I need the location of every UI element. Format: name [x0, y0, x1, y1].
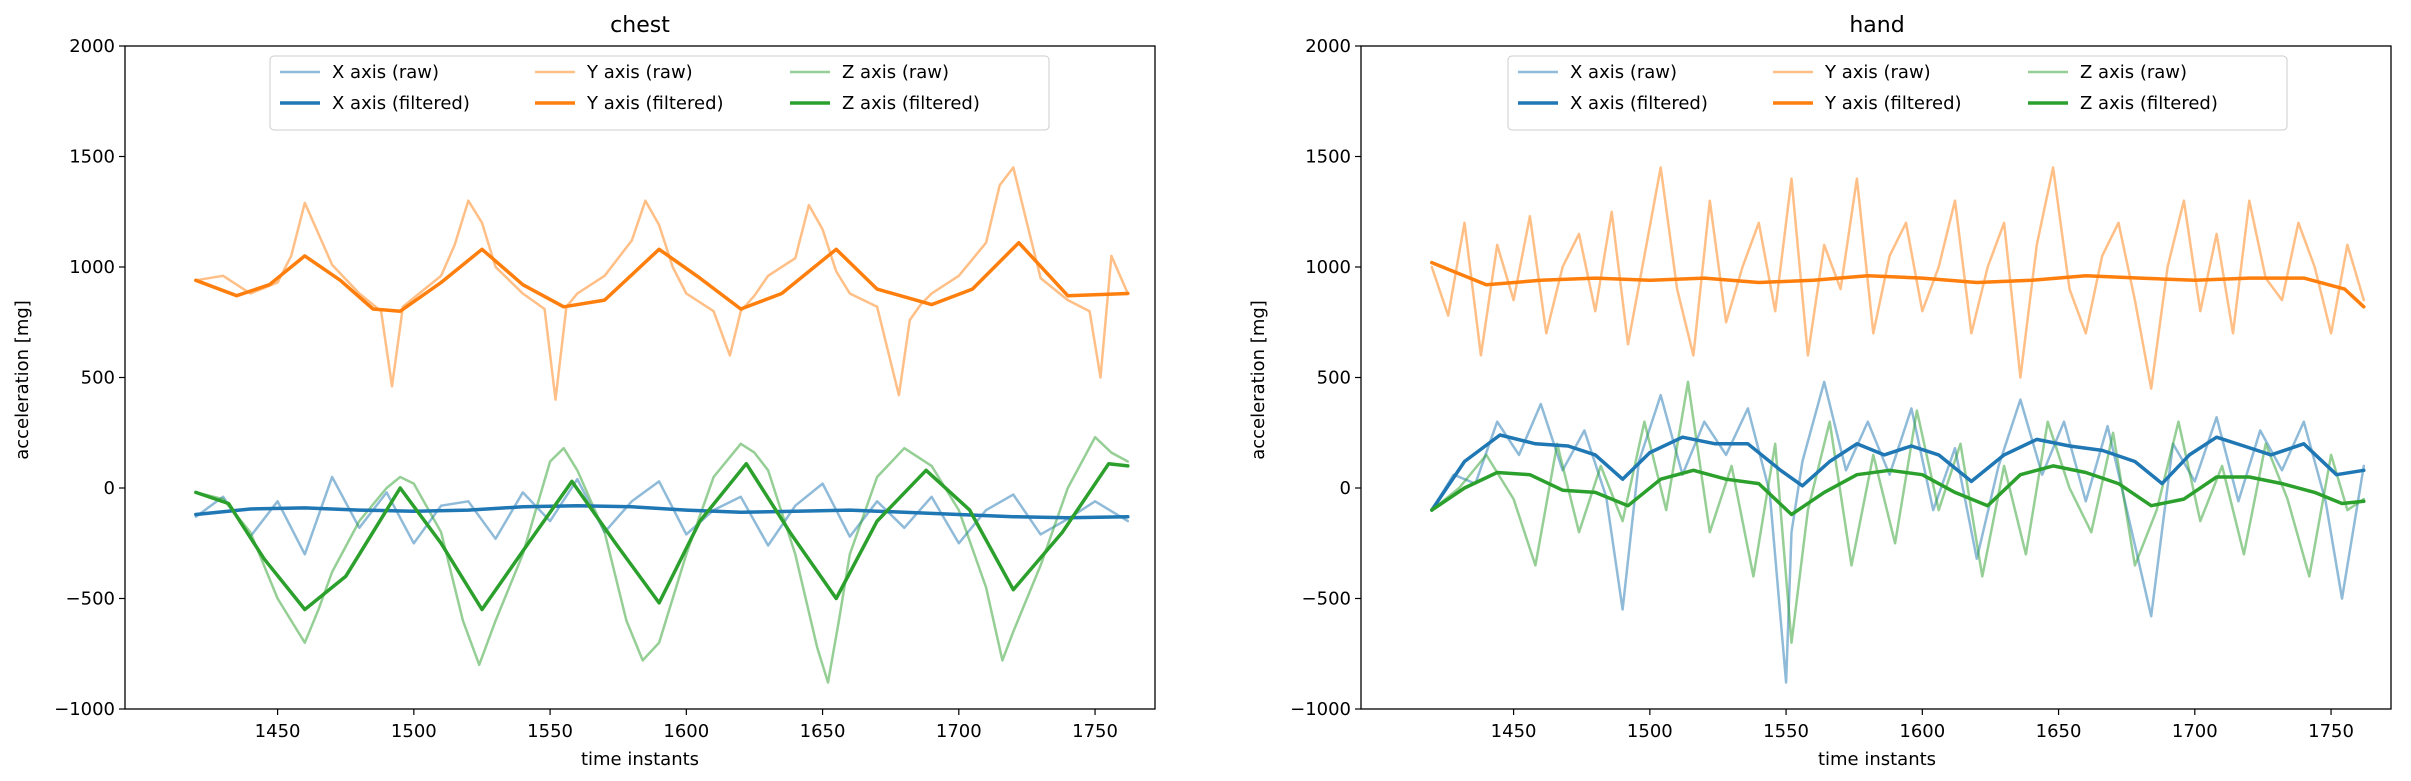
legend-item: Z axis (raw)	[2028, 62, 2187, 83]
legend-item: X axis (filtered)	[280, 93, 470, 114]
series-line-x-axis-filtered	[1430, 433, 2366, 512]
x-axis-label: time instants	[1818, 749, 1936, 770]
y-tick-label: 1500	[69, 147, 115, 168]
y-tick-label: 0	[1340, 478, 1351, 499]
legend-label: Y axis (raw)	[1824, 62, 1931, 83]
y-tick-label: −500	[66, 589, 115, 610]
series-line-x-axis-filtered	[194, 503, 1130, 520]
x-tick-label: 1650	[800, 721, 846, 742]
chart-title: hand	[1849, 13, 1904, 38]
legend-item: Z axis (raw)	[790, 62, 949, 83]
legend-label: Z axis (raw)	[842, 62, 949, 83]
x-tick-label: 1550	[1763, 721, 1809, 742]
hand-panel: hand acceleration [mg] time instants 145…	[1248, 13, 2392, 770]
series-line-z-axis-filtered	[194, 461, 1130, 612]
y-tick-label: 0	[104, 478, 115, 499]
series-line-x-axis-raw	[1430, 380, 2366, 684]
legend-label: X axis (raw)	[332, 62, 439, 83]
x-tick-label: 1600	[1899, 721, 1945, 742]
chart-title: chest	[610, 13, 670, 38]
series-layer	[1430, 166, 2366, 684]
series-line-y-axis-filtered	[1430, 260, 2366, 309]
y-tick-label: 2000	[69, 36, 115, 57]
legend: X axis (raw) Y axis (raw) Z axis (raw) X ax…	[269, 55, 1050, 131]
series-line-z-axis-raw	[1430, 380, 2366, 644]
legend-item: Y axis (raw)	[535, 62, 693, 83]
legend-label: X axis (filtered)	[332, 93, 470, 114]
legend-label: Z axis (raw)	[2080, 62, 2187, 83]
x-tick-label: 1450	[1491, 721, 1537, 742]
y-tick-label: −1000	[54, 699, 115, 720]
series-line-z-axis-filtered	[1430, 464, 2366, 517]
y-tick-label: 1500	[1305, 147, 1351, 168]
x-tick-label: 1700	[2172, 721, 2218, 742]
x-tick-label: 1650	[2036, 721, 2082, 742]
legend-item: Y axis (filtered)	[1773, 93, 1962, 114]
plot-area: 1450 1500 1550 1600 1650 1700 1750 −1000 −500 0 50…	[1290, 36, 2392, 742]
legend-box	[1507, 55, 2288, 131]
x-axis-label: time instants	[581, 749, 699, 770]
x-tick-label: 1700	[936, 721, 982, 742]
x-tick-label: 1450	[255, 721, 301, 742]
legend-label: Y axis (filtered)	[1824, 93, 1962, 114]
legend-label: X axis (filtered)	[1570, 93, 1708, 114]
legend-item: X axis (raw)	[280, 62, 439, 83]
y-tick-label: 1000	[69, 257, 115, 278]
y-tick-label: 1000	[1305, 257, 1351, 278]
x-tick-label: 1750	[2308, 721, 2354, 742]
legend-label: Y axis (filtered)	[586, 93, 724, 114]
y-tick-label: 2000	[1305, 36, 1351, 57]
legend-label: X axis (raw)	[1570, 62, 1677, 83]
y-tick-label: −1000	[1290, 699, 1351, 720]
y-tick-label: −500	[1302, 589, 1351, 610]
series-line-z-axis-raw	[194, 435, 1130, 684]
y-tick-label: 500	[1317, 368, 1351, 389]
legend-item: Z axis (filtered)	[790, 93, 980, 114]
chest-panel: chest acceleration [mg] time instants 14…	[12, 13, 1156, 770]
legend-label: Z axis (filtered)	[842, 93, 980, 114]
plot-area: 1450 1500 1550 1600 1650 1700 1750 −1000 −500 0 50…	[54, 36, 1156, 742]
x-tick-label: 1500	[1627, 721, 1673, 742]
x-tick-label: 1500	[391, 721, 437, 742]
legend-label: Y axis (raw)	[586, 62, 693, 83]
y-axis-label: acceleration [mg]	[12, 300, 33, 460]
legend-box	[269, 55, 1050, 131]
legend-label: Z axis (filtered)	[2080, 93, 2218, 114]
x-tick-label: 1550	[527, 721, 573, 742]
legend: X axis (raw) Y axis (raw) Z axis (raw) X ax…	[1507, 55, 2288, 131]
y-tick-label: 500	[81, 368, 115, 389]
legend-item: X axis (filtered)	[1518, 93, 1708, 114]
x-tick-label: 1600	[663, 721, 709, 742]
y-axis-label: acceleration [mg]	[1248, 300, 1269, 460]
legend-item: Y axis (raw)	[1773, 62, 1931, 83]
x-tick-label: 1750	[1072, 721, 1118, 742]
legend-item: Y axis (filtered)	[535, 93, 724, 114]
series-line-y-axis-filtered	[194, 240, 1130, 313]
series-line-y-axis-raw	[1430, 166, 2366, 390]
legend-item: X axis (raw)	[1518, 62, 1677, 83]
series-layer	[194, 166, 1130, 684]
legend-item: Z axis (filtered)	[2028, 93, 2218, 114]
